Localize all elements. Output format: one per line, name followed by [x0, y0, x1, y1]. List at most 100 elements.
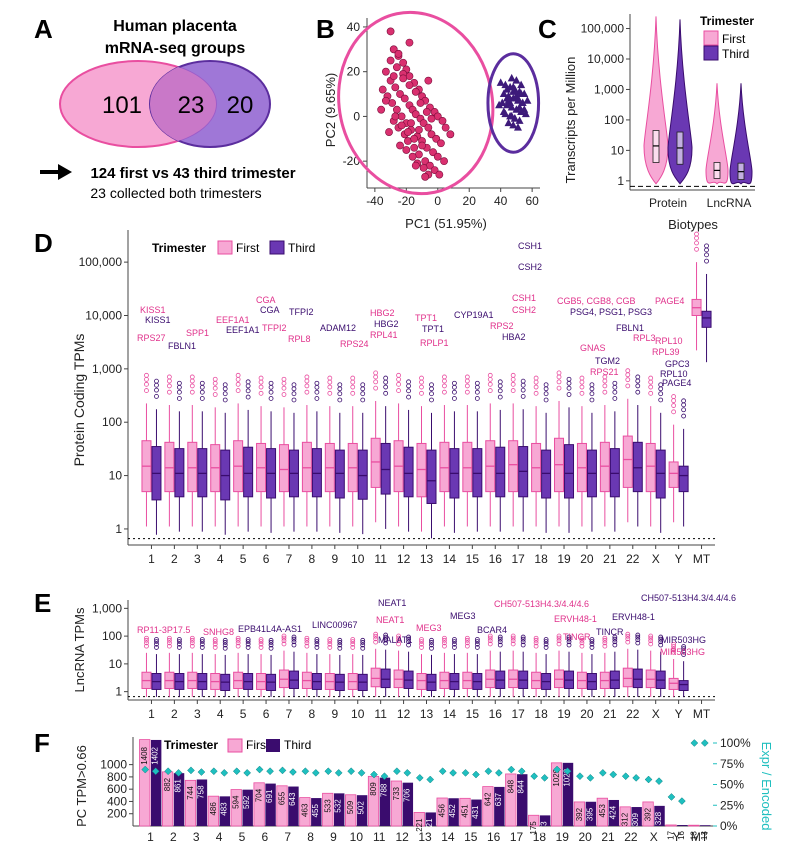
box-outlier — [383, 634, 389, 640]
percent-expressed-marker — [667, 793, 676, 801]
box-outlier — [281, 392, 287, 397]
gene-annotation: CSH1 — [512, 293, 536, 303]
box-outlier — [396, 381, 401, 387]
x-tick-label: 1 — [147, 830, 154, 844]
y-tick-label: 100 — [102, 415, 122, 429]
box-outlier — [189, 378, 195, 384]
box-outlier — [464, 374, 470, 380]
gene-annotation: TFPI2 — [262, 323, 287, 333]
pca-point-third — [504, 96, 513, 104]
box-outlier — [166, 374, 172, 380]
box-outlier — [658, 382, 664, 388]
legend-first-label: First — [236, 241, 260, 255]
y-tick-label: 1,000 — [92, 362, 122, 376]
box-outlier — [543, 391, 549, 397]
x-tick-label: 7 — [286, 552, 293, 566]
violin-shape — [705, 83, 729, 185]
gene-annotation: MALAT1 — [378, 635, 412, 645]
box-outlier — [212, 641, 218, 647]
percent-expressed-marker — [586, 774, 595, 782]
box-outlier — [579, 635, 585, 641]
box-outlier — [176, 639, 182, 645]
box-outlier — [406, 642, 411, 648]
bar-label-first: 704 — [255, 788, 264, 802]
box-outlier — [612, 642, 618, 648]
box-outlier — [602, 637, 608, 643]
box-outlier — [245, 639, 251, 645]
box-outlier — [487, 372, 493, 378]
box-outlier — [694, 231, 699, 237]
box-outlier — [442, 640, 447, 646]
box-outlier — [350, 641, 356, 647]
box-outlier — [510, 372, 516, 378]
box-outlier — [166, 643, 172, 649]
box-outlier — [406, 388, 411, 394]
gene-annotation: GNAS — [580, 343, 606, 353]
box-outlier — [464, 637, 470, 643]
box-outlier — [442, 635, 447, 641]
bar-label-third: 13 — [700, 831, 709, 840]
box-outlier — [222, 386, 228, 392]
percent-expressed-marker — [484, 767, 493, 776]
box-outlier — [235, 640, 241, 646]
box-body — [678, 680, 689, 691]
box-outlier — [360, 645, 366, 651]
box-outlier — [235, 637, 241, 643]
box-outlier — [222, 640, 228, 645]
bar-first — [230, 789, 242, 827]
box-outlier — [464, 389, 470, 395]
box-body — [357, 449, 368, 500]
x-tick-label: 0 — [434, 194, 441, 208]
panel-e-label: E — [34, 588, 51, 618]
box-outlier — [681, 407, 687, 413]
x-tick-label: Y — [675, 707, 683, 721]
pca-point-first — [437, 139, 445, 148]
bar-label-first: 451 — [461, 804, 470, 818]
box-outlier — [648, 635, 654, 641]
box-outlier — [671, 394, 677, 399]
bar-third — [448, 798, 459, 826]
percent-expressed-marker — [655, 777, 663, 786]
gene-annotation: MIR503HG — [660, 647, 705, 657]
box-outlier — [189, 635, 195, 641]
bar-first — [207, 795, 219, 827]
box-outlier — [383, 375, 389, 381]
box-outlier — [304, 374, 310, 380]
box-outlier — [304, 637, 310, 643]
bar-first — [390, 780, 403, 827]
box-body — [495, 446, 506, 498]
box-outlier — [144, 640, 149, 646]
box-outlier — [337, 645, 343, 651]
box-outlier — [474, 639, 480, 645]
box-outlier — [350, 390, 356, 396]
box-outlier — [268, 642, 274, 648]
y-tick-label: 0 — [353, 109, 360, 123]
pca-point-third — [507, 111, 516, 120]
y2-tick-label: 50% — [720, 778, 744, 792]
bar-label-third: 395 — [585, 807, 594, 821]
box-body — [655, 449, 666, 499]
box-outlier — [154, 637, 159, 642]
pca-point-first — [432, 134, 441, 143]
pca-point-first — [405, 38, 414, 47]
y-tick-label: 800 — [107, 770, 127, 784]
x-tick-label: 8 — [307, 830, 314, 844]
gene-annotation: CGA — [256, 295, 276, 305]
box-outlier — [166, 635, 172, 641]
legend-third-swatch — [269, 240, 285, 255]
box-outlier — [406, 394, 411, 400]
box-outlier — [635, 383, 641, 389]
pca-point-third — [517, 80, 526, 89]
box-body — [187, 441, 198, 493]
box-outlier — [681, 413, 687, 419]
legend-first-swatch — [227, 738, 243, 753]
x-tick-label: Y — [675, 552, 683, 566]
x-tick-label: 21 — [603, 707, 617, 721]
x-tick-label: 22 — [626, 707, 640, 721]
box-outlier — [681, 652, 687, 657]
box-outlier — [419, 390, 424, 396]
box-body — [439, 441, 450, 493]
y-tick-label: 400 — [107, 794, 127, 808]
